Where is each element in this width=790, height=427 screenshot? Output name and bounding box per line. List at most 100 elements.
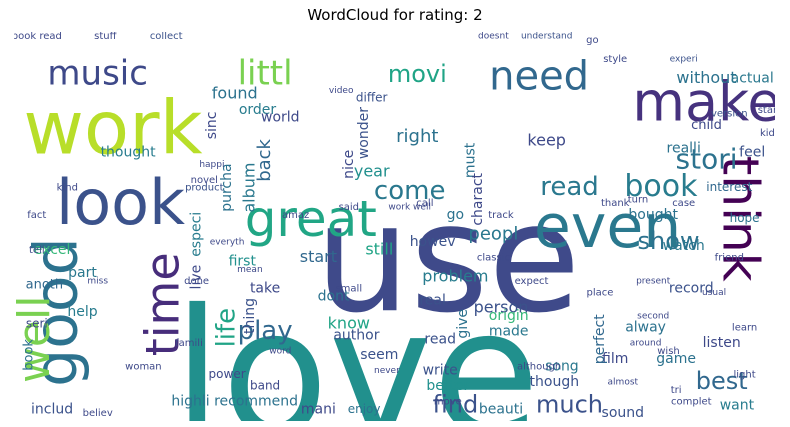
cloud-word: child	[691, 118, 722, 133]
cloud-word: friend	[715, 253, 744, 264]
cloud-word: power	[209, 367, 246, 381]
cloud-word: best	[696, 367, 748, 395]
cloud-word: usual	[702, 288, 726, 298]
cloud-word: version	[711, 109, 748, 120]
cloud-word: includ	[31, 401, 73, 417]
cloud-word: find	[433, 390, 479, 418]
cloud-word: small	[335, 284, 362, 295]
cloud-word: write	[423, 362, 458, 378]
cloud-word: life	[212, 308, 242, 348]
cloud-word: go	[447, 207, 464, 223]
cloud-word: kind	[57, 183, 78, 194]
cloud-word: keep	[527, 130, 566, 149]
cloud-word: read	[424, 331, 456, 347]
cloud-word: want	[720, 397, 755, 413]
cloud-word: though	[530, 374, 580, 390]
cloud-word: play	[238, 316, 293, 346]
cloud-word: learn	[732, 323, 757, 334]
cloud-word: experi	[670, 55, 698, 65]
wordcloud-title: WordCloud for rating: 2	[307, 6, 483, 24]
cloud-word: well	[14, 296, 60, 384]
cloud-word: nice	[341, 150, 357, 179]
cloud-word: tell	[29, 245, 45, 256]
cloud-word: feel	[739, 145, 765, 161]
cloud-word: star	[758, 105, 775, 116]
cloud-word: wish	[657, 346, 680, 357]
cloud-word: actual	[731, 71, 774, 87]
cloud-word: famili	[175, 338, 203, 349]
cloud-word: album	[239, 163, 258, 213]
cloud-word: problem	[422, 267, 488, 286]
cloud-word: origin	[489, 308, 529, 324]
cloud-word: style	[603, 54, 627, 65]
cloud-word: fact	[27, 210, 46, 221]
cloud-word: classic	[477, 253, 510, 264]
cloud-word: track	[488, 210, 514, 221]
cloud-word: without	[676, 68, 736, 87]
cloud-word: book read	[14, 32, 62, 42]
cloud-word: perfect	[592, 314, 608, 364]
cloud-word: expect	[515, 276, 549, 287]
cloud-word: film	[602, 351, 628, 367]
cloud-word: happi	[199, 160, 224, 170]
cloud-word: band	[250, 379, 280, 393]
cloud-word: understand	[521, 32, 573, 41]
cloud-word: product	[185, 183, 224, 194]
cloud-word: purcha	[219, 163, 235, 211]
cloud-word: never	[374, 366, 400, 376]
cloud-word: interest	[706, 180, 752, 194]
cloud-word: turn	[628, 194, 649, 205]
cloud-word: use	[315, 172, 581, 346]
cloud-word: dont	[318, 289, 350, 305]
cloud-word: everyth	[210, 238, 245, 248]
cloud-word: amaz	[282, 210, 309, 221]
cloud-word: mean	[237, 265, 263, 275]
cloud-word: said	[339, 202, 359, 213]
cloud-word: real	[419, 292, 446, 308]
cloud-word: novel	[191, 175, 218, 186]
cloud-word: tri	[671, 385, 682, 396]
cloud-word: listen	[703, 335, 741, 351]
cloud-word: present	[636, 277, 671, 287]
cloud-word: start	[300, 247, 337, 266]
cloud-word: order	[239, 102, 277, 118]
cloud-word: charact	[470, 172, 486, 225]
cloud-word: differ	[356, 91, 388, 105]
cloud-word: right	[396, 126, 438, 147]
cloud-word: word	[269, 347, 291, 357]
cloud-word: doesnt	[478, 32, 509, 41]
cloud-word: around	[630, 339, 662, 349]
cloud-word: complet	[671, 397, 712, 408]
cloud-word: especi	[189, 212, 205, 257]
cloud-word: even	[534, 192, 681, 262]
cloud-word: seem	[360, 347, 398, 363]
cloud-word: thank	[601, 198, 630, 209]
cloud-word: person	[474, 298, 529, 317]
cloud-word: come	[374, 176, 446, 206]
cloud-word: show	[637, 227, 699, 255]
cloud-word: still	[365, 239, 393, 258]
cloud-word: stuff	[94, 32, 117, 42]
cloud-word: believ	[83, 408, 113, 419]
cloud-word: love	[173, 273, 540, 421]
cloud-word: world	[261, 110, 300, 126]
cloud-word: make	[632, 71, 775, 134]
cloud-word: light	[734, 369, 756, 380]
cloud-word: record	[669, 281, 714, 297]
cloud-word: second	[637, 312, 669, 322]
cloud-word: woman	[125, 362, 162, 373]
cloud-word: first	[229, 254, 257, 270]
cloud-word: littl	[238, 53, 293, 93]
cloud-word: sinc	[204, 112, 220, 140]
cloud-word: collect	[150, 32, 183, 42]
cloud-word: almost	[608, 378, 639, 388]
cloud-word: kid	[760, 128, 775, 139]
wordcloud-canvas: use love work look good make think even great tim…	[14, 32, 775, 421]
cloud-word: peopl	[468, 223, 518, 244]
cloud-word: stori	[676, 142, 738, 175]
cloud-word: call	[416, 198, 433, 209]
cloud-word: movi	[388, 60, 447, 88]
cloud-word: must	[463, 142, 479, 178]
cloud-word: good	[21, 237, 91, 387]
